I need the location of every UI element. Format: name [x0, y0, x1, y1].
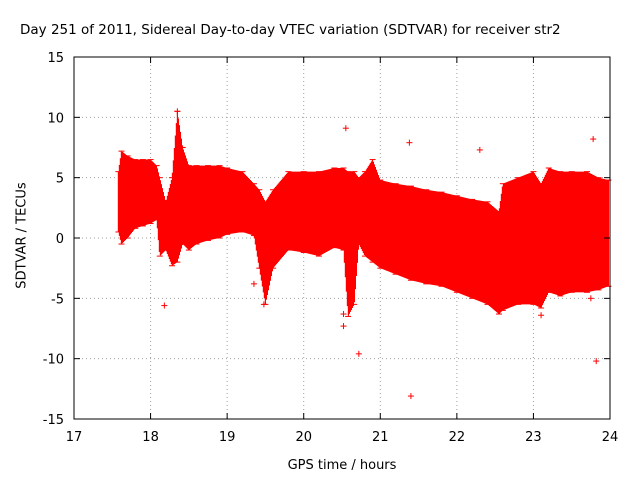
- outlier-point: [587, 295, 594, 302]
- y-tick-label: 5: [56, 172, 64, 187]
- outlier-point: [590, 136, 597, 143]
- outlier-point: [340, 311, 347, 318]
- y-tick-label: 10: [47, 111, 64, 126]
- outlier-point: [355, 350, 362, 357]
- x-tick-label: 24: [602, 430, 619, 445]
- x-tick-label: 21: [372, 430, 389, 445]
- x-tick-label: 20: [295, 430, 312, 445]
- y-tick-label: 15: [47, 51, 64, 66]
- outlier-point: [406, 139, 413, 146]
- y-tick-label: 0: [56, 232, 64, 247]
- y-tick-label: -15: [43, 413, 64, 428]
- outliers: [161, 108, 600, 400]
- data-band: [115, 110, 612, 317]
- outlier-point: [260, 301, 267, 308]
- y-tick-label: -5: [51, 292, 64, 307]
- axis-ticks: 17 18 19 20 21 22 23 24 15 10 5 0 -5 -10 -15: [43, 51, 619, 445]
- outlier-point: [161, 302, 168, 309]
- chart-title: Day 251 of 2011, Sidereal Day-to-day VTE…: [20, 22, 561, 38]
- x-tick-label: 23: [525, 430, 542, 445]
- outlier-point: [342, 125, 349, 132]
- outlier-point: [407, 393, 414, 400]
- x-axis-label: GPS time / hours: [287, 458, 397, 473]
- outlier-point: [476, 146, 483, 153]
- x-tick-label: 22: [449, 430, 466, 445]
- outlier-point: [593, 358, 600, 365]
- outlier-point: [340, 323, 347, 330]
- y-tick-label: -10: [43, 353, 64, 368]
- outlier-point: [250, 280, 257, 287]
- outlier-point: [174, 108, 181, 115]
- x-tick-label: 17: [66, 430, 83, 445]
- outlier-point: [538, 312, 545, 319]
- x-tick-label: 19: [219, 430, 236, 445]
- x-tick-label: 18: [142, 430, 159, 445]
